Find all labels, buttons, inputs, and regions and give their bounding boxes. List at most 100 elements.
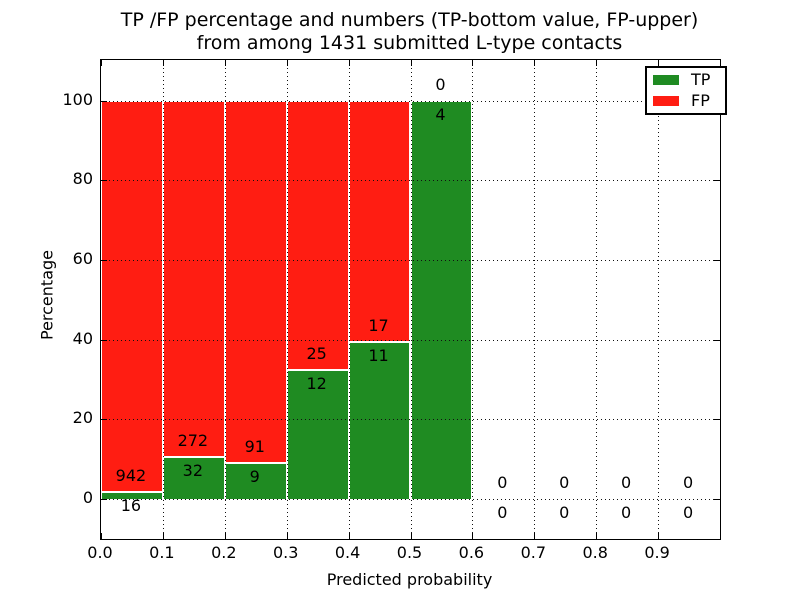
value-label-fp-3: 25 xyxy=(306,343,327,363)
gridline-v-0.2 xyxy=(224,60,226,539)
x-tick-top-0.1 xyxy=(162,60,164,66)
y-tick-left-100 xyxy=(101,100,107,102)
value-label-tp-3: 12 xyxy=(306,373,327,393)
x-tick-top-0.3 xyxy=(286,60,288,66)
y-tick-right-60 xyxy=(714,259,720,261)
gridline-h-100 xyxy=(101,100,720,102)
y-tick-label-60: 60 xyxy=(72,248,93,268)
gridline-v-0.4 xyxy=(348,60,350,539)
x-tick-label-0.4: 0.4 xyxy=(334,543,361,562)
legend-swatch-tp-icon xyxy=(653,75,679,86)
x-tick-top-0.7 xyxy=(534,60,536,66)
x-tick-label-0.9: 0.9 xyxy=(644,543,670,562)
bar-fp-1 xyxy=(162,100,225,457)
y-tick-right-80 xyxy=(714,180,720,182)
y-tick-left-0 xyxy=(101,498,107,500)
plot-area: TP FP xyxy=(100,59,727,540)
x-tick-bottom-0.2 xyxy=(224,533,226,539)
y-tick-right-20 xyxy=(714,419,720,421)
x-tick-top-0.0 xyxy=(101,60,102,66)
value-label-tp-9: 0 xyxy=(682,502,694,522)
x-tick-bottom-0.6 xyxy=(472,533,474,539)
value-label-fp-6: 0 xyxy=(497,472,508,492)
y-tick-right-40 xyxy=(714,339,720,341)
gridline-v-0.1 xyxy=(162,60,164,539)
y-tick-right-0 xyxy=(714,498,720,500)
x-tick-bottom-0.3 xyxy=(286,533,288,539)
legend: TP FP xyxy=(645,66,727,115)
value-label-fp-1: 272 xyxy=(177,430,209,450)
x-tick-top-0.5 xyxy=(410,60,412,66)
x-tick-top-0.4 xyxy=(348,60,350,66)
value-label-tp-2: 9 xyxy=(249,466,260,486)
gridline-v-0.6 xyxy=(472,60,474,539)
x-tick-label-0.1: 0.1 xyxy=(149,543,175,562)
gridline-v-0.5 xyxy=(410,60,412,539)
x-tick-top-0.6 xyxy=(472,60,474,66)
gridline-v-0.3 xyxy=(286,60,288,539)
value-label-tp-7: 0 xyxy=(559,502,570,522)
x-tick-label-0.5: 0.5 xyxy=(396,543,423,562)
value-label-tp-5: 4 xyxy=(435,104,446,124)
value-label-fp-9: 0 xyxy=(682,472,694,492)
y-tick-left-20 xyxy=(101,419,107,421)
bar-tp-2 xyxy=(224,462,287,500)
x-tick-top-0.9 xyxy=(658,60,660,66)
x-tick-top-0.2 xyxy=(224,60,226,66)
value-label-tp-8: 0 xyxy=(621,502,632,522)
value-label-fp-2: 91 xyxy=(244,436,265,456)
chart-title: TP /FP percentage and numbers (TP-bottom… xyxy=(100,9,719,55)
gridline-h-80 xyxy=(101,180,720,182)
gridline-h-60 xyxy=(101,259,720,261)
gridline-v-0.9 xyxy=(658,60,660,539)
x-tick-label-0.6: 0.6 xyxy=(458,543,485,562)
legend-label-tp: TP xyxy=(691,70,711,90)
value-label-fp-4: 17 xyxy=(368,316,389,336)
x-tick-bottom-0.5 xyxy=(410,533,412,539)
gridline-v-0.8 xyxy=(596,60,598,539)
chart-title-line1: TP /FP percentage and numbers (TP-bottom… xyxy=(120,9,699,31)
value-label-fp-8: 0 xyxy=(621,472,632,492)
y-tick-left-80 xyxy=(101,180,107,182)
gridline-h-0 xyxy=(101,498,720,500)
x-tick-label-0.2: 0.2 xyxy=(211,543,237,562)
x-tick-label-0.0: 0.0 xyxy=(87,543,113,562)
bar-fp-4 xyxy=(348,100,411,343)
y-tick-label-80: 80 xyxy=(72,169,93,189)
legend-swatch-fp-icon xyxy=(653,95,679,106)
bar-fp-3 xyxy=(286,100,349,370)
y-tick-label-100: 100 xyxy=(62,89,93,109)
x-tick-label-0.3: 0.3 xyxy=(272,543,299,562)
value-label-fp-5: 0 xyxy=(435,74,446,94)
value-label-tp-0: 16 xyxy=(120,496,142,516)
x-tick-bottom-0.4 xyxy=(348,533,350,539)
bar-tp-4 xyxy=(348,342,411,500)
y-tick-label-0: 0 xyxy=(82,487,93,507)
legend-row-tp: TP xyxy=(653,72,719,88)
y-tick-label-40: 40 xyxy=(72,328,93,348)
bar-fp-2 xyxy=(224,100,287,463)
legend-label-fp: FP xyxy=(691,90,710,110)
value-label-fp-0: 942 xyxy=(115,466,147,486)
y-tick-left-60 xyxy=(101,259,107,261)
value-label-tp-1: 32 xyxy=(182,460,204,480)
y-tick-left-40 xyxy=(101,339,107,341)
x-tick-bottom-0.8 xyxy=(596,533,598,539)
x-tick-bottom-0.0 xyxy=(101,533,102,539)
x-tick-bottom-0.9 xyxy=(658,533,660,539)
x-tick-label-0.7: 0.7 xyxy=(520,543,547,562)
x-tick-label-0.8: 0.8 xyxy=(582,543,608,562)
value-label-tp-4: 11 xyxy=(368,346,389,366)
value-label-fp-7: 0 xyxy=(559,472,570,492)
bar-tp-5 xyxy=(410,100,473,500)
gridline-h-40 xyxy=(101,339,720,341)
gridline-v-0.7 xyxy=(534,60,536,539)
x-tick-top-0.8 xyxy=(596,60,598,66)
legend-row-fp: FP xyxy=(653,90,719,110)
bar-fp-0 xyxy=(101,100,163,493)
y-tick-label-20: 20 xyxy=(72,408,93,428)
x-tick-bottom-0.7 xyxy=(534,533,536,539)
x-axis-label: Predicted probability xyxy=(326,570,493,589)
x-tick-bottom-0.1 xyxy=(162,533,164,539)
